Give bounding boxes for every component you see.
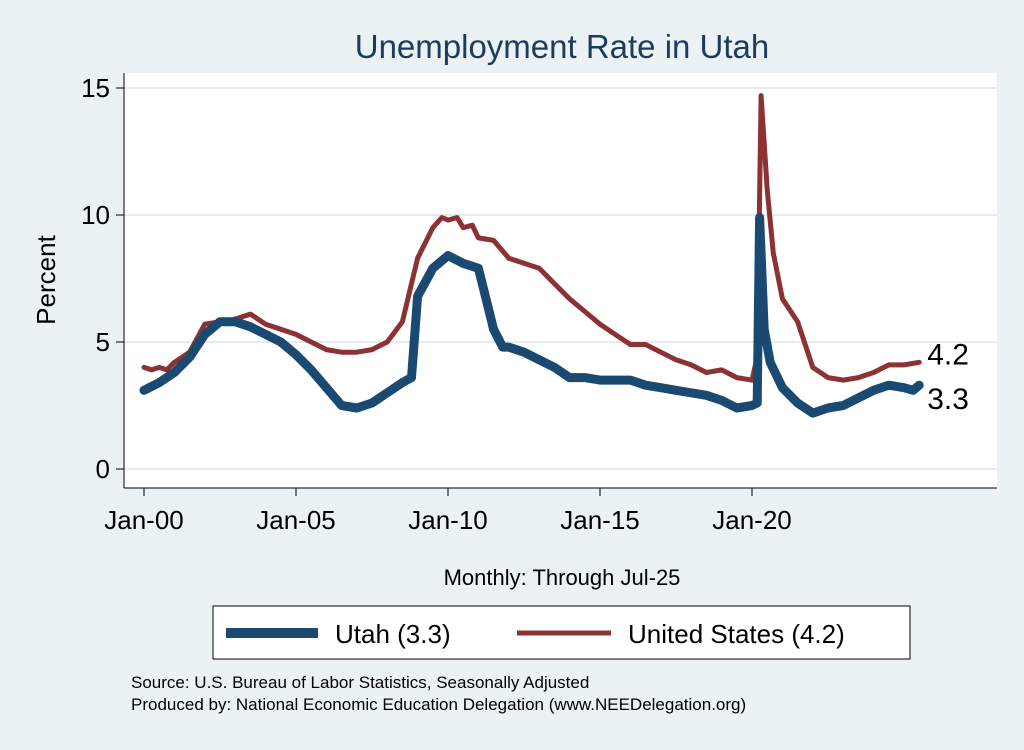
y-tick-label: 15 — [81, 73, 110, 103]
gridlines — [124, 87, 997, 470]
y-axis-label: Percent — [31, 234, 61, 324]
series-end-labels: 3.34.2 — [927, 338, 969, 416]
series-lines — [139, 93, 924, 418]
series-line-united-states — [141, 93, 922, 383]
x-tick-label: Jan-10 — [408, 505, 488, 535]
legend-label-utah: Utah (3.3) — [335, 619, 451, 649]
series-line-utah — [139, 213, 924, 418]
x-tick-label: Jan-05 — [256, 505, 336, 535]
x-tick-label: Jan-20 — [712, 505, 792, 535]
produced-by-note: Produced by: National Economic Education… — [131, 695, 746, 714]
end-label-utah: 3.3 — [927, 383, 969, 416]
y-tick-label: 5 — [96, 327, 110, 357]
y-tick-label: 10 — [81, 200, 110, 230]
y-axis: 0 5 10 15 — [81, 73, 125, 488]
x-axis: Jan-00 Jan-05 Jan-10 Jan-15 Jan-20 — [104, 487, 997, 535]
x-axis-label: Monthly: Through Jul-25 — [444, 565, 681, 590]
x-tick-label: Jan-00 — [104, 505, 184, 535]
plot-area — [124, 73, 997, 488]
y-tick-label: 0 — [96, 454, 110, 484]
source-note: Source: U.S. Bureau of Labor Statistics,… — [131, 673, 589, 692]
legend-label-united-states: United States (4.2) — [628, 619, 845, 649]
chart-title: Unemployment Rate in Utah — [355, 28, 770, 65]
legend: Utah (3.3) United States (4.2) — [212, 605, 911, 660]
x-tick-label: Jan-15 — [560, 505, 640, 535]
end-label-united-states: 4.2 — [927, 338, 969, 371]
